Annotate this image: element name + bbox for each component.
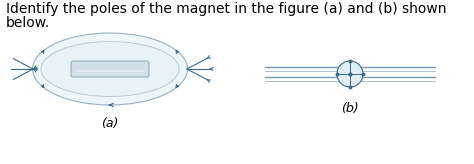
Ellipse shape [41,41,179,96]
Ellipse shape [33,33,188,105]
Circle shape [337,61,363,87]
Text: (b): (b) [341,102,359,115]
FancyBboxPatch shape [71,61,149,77]
Text: (a): (a) [101,117,118,130]
Text: Identify the poles of the magnet in the figure (a) and (b) shown: Identify the poles of the magnet in the … [6,2,447,16]
Text: below.: below. [6,16,50,30]
